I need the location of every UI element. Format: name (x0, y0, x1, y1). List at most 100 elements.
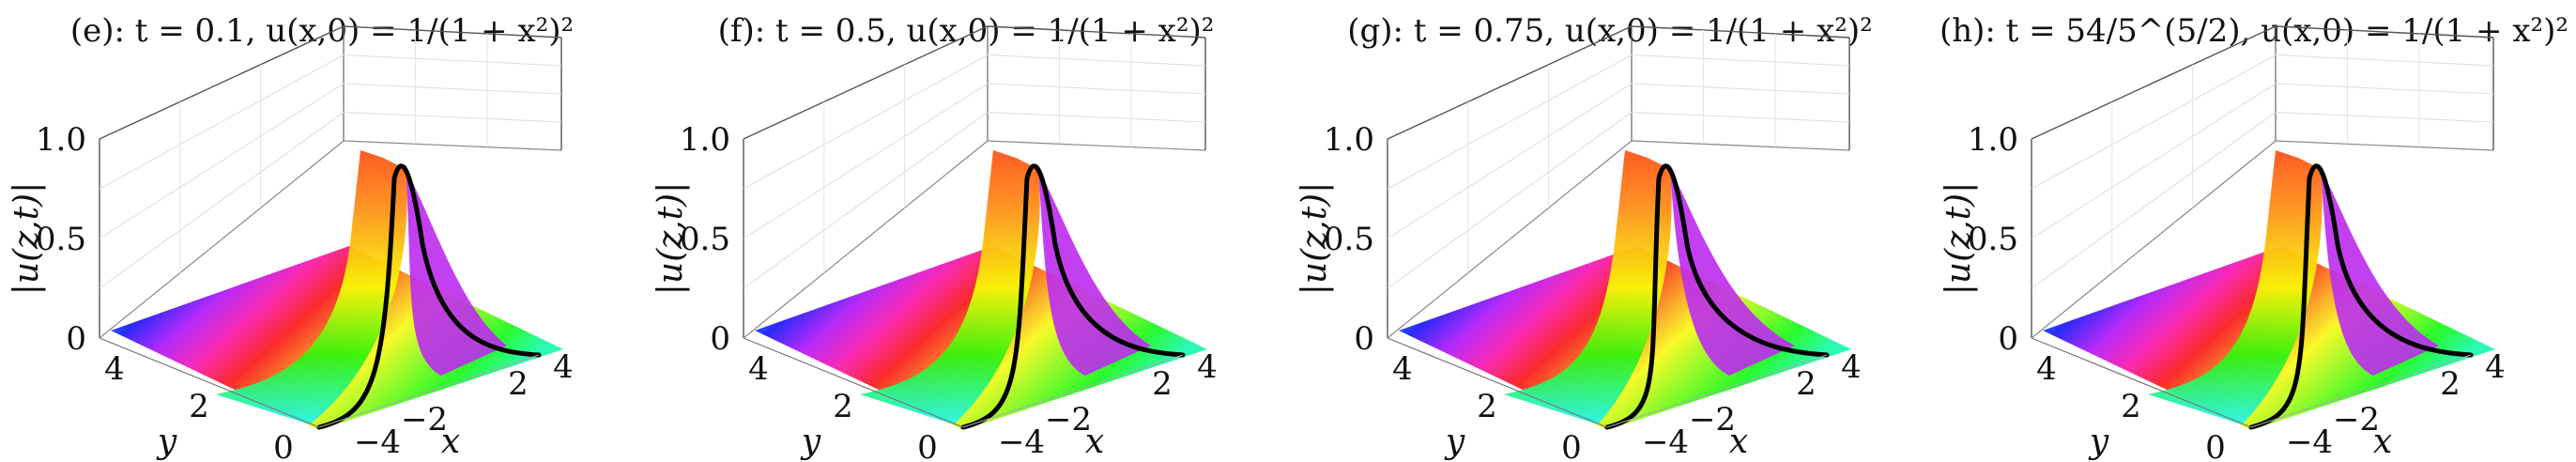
grid-line (1387, 111, 1850, 289)
x-tick-label: −4 (1642, 424, 1689, 461)
surface-plot-panel: (e): t = 0.1, u(x,0) = 1/(1 + x²)² 0 0.5 1.… (0, 0, 644, 462)
y-tick-label: 0 (917, 429, 938, 462)
chart-title: (e): t = 0.1, u(x,0) = 1/(1 + x²)² (70, 12, 574, 50)
surface-lobe (406, 169, 507, 376)
y-tick-label: 0 (1561, 429, 1582, 462)
grid-line (2031, 83, 2494, 239)
grid-line (743, 111, 1206, 289)
surface-plot-svg: (h): t = 54/5^(5/2), u(x,0) = 1/(1 + x²)… (1940, 12, 2568, 462)
grid-line (2031, 111, 2494, 289)
grid-line (99, 83, 562, 239)
x-tick-label: −2 (1045, 401, 1092, 439)
x-axis-label: x (2373, 423, 2392, 461)
boundary-curve (2248, 163, 2474, 430)
surface-plot-panel: (h): t = 54/5^(5/2), u(x,0) = 1/(1 + x²)… (1932, 0, 2576, 462)
x-axis-label: x (1085, 423, 1104, 461)
grid-line (99, 111, 562, 289)
front-right-edge (2250, 354, 2472, 428)
y-tick-label: 0 (273, 429, 294, 462)
axes-box (2031, 25, 2494, 339)
surface-sheet (1504, 150, 1672, 424)
x-ticks: −4−2 2 4 (354, 348, 574, 461)
x-ticks: −4−2 2 4 (998, 348, 1218, 461)
y-axis-label: y (156, 423, 177, 461)
x-axis-label: x (1729, 423, 1748, 461)
x-axis-label: x (441, 423, 460, 461)
z-ticks: 0 0.5 1.0 (1968, 121, 2018, 358)
grid-line (1387, 54, 1850, 190)
z-ticks: 0 0.5 1.0 (1324, 121, 1374, 358)
z-tick-label: 0 (710, 320, 730, 358)
grid-line (743, 54, 1206, 190)
x-tick-label: 4 (553, 348, 574, 386)
z-tick-label: 1.0 (1324, 121, 1374, 159)
front-right-edge (1606, 354, 1828, 428)
z-tick-label: 0 (1354, 320, 1374, 358)
grid-line (99, 54, 562, 190)
z-tick-label: 0.5 (680, 221, 730, 258)
z-ticks: 0 0.5 1.0 (36, 121, 86, 358)
grid-line (2031, 54, 2494, 190)
x-tick-label: 4 (2485, 348, 2506, 386)
surface-sheet (216, 150, 407, 424)
surface-sheet (2148, 150, 2323, 424)
axes-box (1387, 25, 1850, 339)
axes-box (99, 25, 562, 339)
y-tick-label: 4 (748, 350, 769, 388)
x-tick-label: −2 (401, 401, 448, 439)
surface-lobe (2321, 169, 2439, 376)
x-tick-label: −2 (1689, 401, 1736, 439)
surface-lobe (1670, 169, 1795, 376)
x-tick-label: 2 (1152, 365, 1173, 403)
grid-line (743, 83, 1206, 239)
y-ticks: 0 2 4 (2036, 350, 2226, 462)
x-tick-label: 4 (1841, 348, 1862, 386)
x-ticks: −4−2 2 4 (1642, 348, 1862, 461)
x-tick-label: −2 (2333, 401, 2380, 439)
surface-plot-svg: (e): t = 0.1, u(x,0) = 1/(1 + x²)² 0 0.5 1.… (8, 12, 574, 462)
z-axis-label: |u(z,t)| (1296, 182, 1334, 295)
boundary-curve (316, 163, 542, 430)
y-axis-label: y (1444, 423, 1465, 461)
surface-plot-panel: (f): t = 0.5, u(x,0) = 1/(1 + x²)² 0 0.5 1.… (644, 0, 1288, 462)
z-tick-label: 0 (66, 320, 86, 358)
z-tick-label: 0.5 (1968, 221, 2018, 258)
x-ticks: −4−2 2 4 (2286, 348, 2506, 461)
y-tick-label: 2 (189, 388, 209, 425)
y-tick-label: 4 (1392, 350, 1413, 388)
chart-title: (g): t = 0.75, u(x,0) = 1/(1 + x²)² (1347, 12, 1873, 50)
z-tick-label: 1.0 (36, 121, 86, 159)
z-axis-label: |u(z,t)| (8, 182, 46, 295)
front-left-edge (99, 337, 320, 428)
z-tick-label: 1.0 (680, 121, 730, 159)
grid-line (1387, 83, 1850, 239)
front-left-edge (743, 337, 964, 428)
boundary-curve (960, 163, 1186, 430)
y-tick-label: 2 (2121, 388, 2141, 425)
z-tick-label: 1.0 (1968, 121, 2018, 159)
surface-plot-svg: (g): t = 0.75, u(x,0) = 1/(1 + x²)² 0 0.5 1… (1296, 12, 1873, 462)
front-right-edge (318, 354, 540, 428)
x-tick-label: 4 (1197, 348, 1218, 386)
x-tick-label: −4 (354, 424, 401, 461)
front-left-edge (1387, 337, 1608, 428)
z-tick-label: 0.5 (1324, 221, 1374, 258)
z-ticks: 0 0.5 1.0 (680, 121, 730, 358)
y-ticks: 0 2 4 (104, 350, 294, 462)
chart-title: (f): t = 0.5, u(x,0) = 1/(1 + x²)² (718, 12, 1215, 50)
y-tick-label: 4 (104, 350, 125, 388)
z-tick-label: 0 (1998, 320, 2018, 358)
x-tick-label: 2 (508, 365, 529, 403)
z-axis-label: |u(z,t)| (652, 182, 690, 295)
surface-sheet (860, 150, 1040, 424)
axes-box (743, 25, 1206, 339)
y-tick-label: 2 (1477, 388, 1497, 425)
surface-plot-panel: (g): t = 0.75, u(x,0) = 1/(1 + x²)² 0 0.5 1… (1288, 0, 1932, 462)
boundary-curve (1604, 163, 1830, 430)
front-right-edge (962, 354, 1184, 428)
y-tick-label: 4 (2036, 350, 2057, 388)
y-ticks: 0 2 4 (748, 350, 938, 462)
surface-plot-svg: (f): t = 0.5, u(x,0) = 1/(1 + x²)² 0 0.5 1.… (652, 12, 1218, 462)
front-left-edge (2031, 337, 2252, 428)
x-tick-label: 2 (2440, 365, 2461, 403)
